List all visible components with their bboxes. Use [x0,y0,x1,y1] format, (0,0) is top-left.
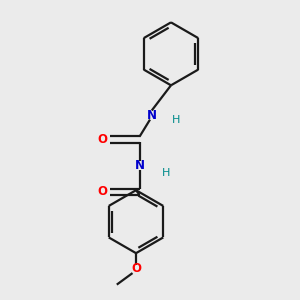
Text: H: H [172,115,180,125]
Text: O: O [97,133,107,146]
Text: N: N [134,159,145,172]
Text: N: N [147,109,157,122]
Text: O: O [97,185,107,199]
Text: H: H [161,168,170,178]
Text: O: O [131,262,141,275]
